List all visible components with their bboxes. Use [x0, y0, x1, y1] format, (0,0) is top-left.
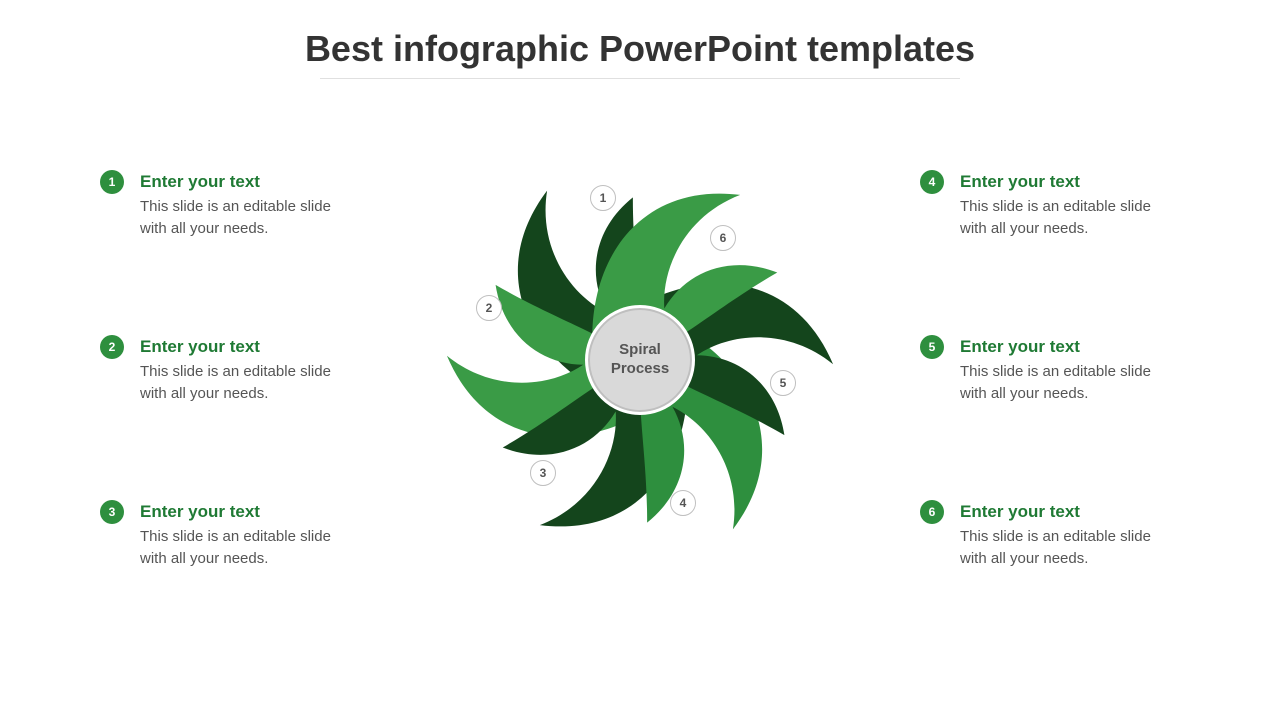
- number-badge: 3: [100, 500, 124, 524]
- title-underline: [320, 78, 960, 79]
- spiral-step-badge: 3: [530, 460, 556, 486]
- page-title: Best infographic PowerPoint templates: [0, 28, 1280, 70]
- spiral-step-badge: 5: [770, 370, 796, 396]
- spiral-step-badge: 6: [710, 225, 736, 251]
- slide-canvas: Best infographic PowerPoint templates 1 …: [0, 0, 1280, 720]
- item-body: This slide is an editable slide with all…: [960, 361, 1180, 405]
- item-heading: Enter your text: [140, 502, 260, 522]
- number-badge: 6: [920, 500, 944, 524]
- item-body: This slide is an editable slide with all…: [140, 196, 360, 240]
- number-badge: 4: [920, 170, 944, 194]
- spiral-step-badge: 4: [670, 490, 696, 516]
- number-badge: 1: [100, 170, 124, 194]
- item-body: This slide is an editable slide with all…: [960, 196, 1180, 240]
- item-heading: Enter your text: [960, 172, 1080, 192]
- item-body: This slide is an editable slide with all…: [960, 526, 1180, 570]
- number-badge: 2: [100, 335, 124, 359]
- item-body: This slide is an editable slide with all…: [140, 361, 360, 405]
- spiral-step-badge: 2: [476, 295, 502, 321]
- item-body: This slide is an editable slide with all…: [140, 526, 360, 570]
- item-heading: Enter your text: [140, 172, 260, 192]
- item-heading: Enter your text: [960, 337, 1080, 357]
- spiral-diagram: SpiralProcess 1 6 5 4 3 2: [430, 150, 850, 570]
- item-heading: Enter your text: [960, 502, 1080, 522]
- spiral-center: SpiralProcess: [585, 305, 695, 415]
- spiral-step-badge: 1: [590, 185, 616, 211]
- item-heading: Enter your text: [140, 337, 260, 357]
